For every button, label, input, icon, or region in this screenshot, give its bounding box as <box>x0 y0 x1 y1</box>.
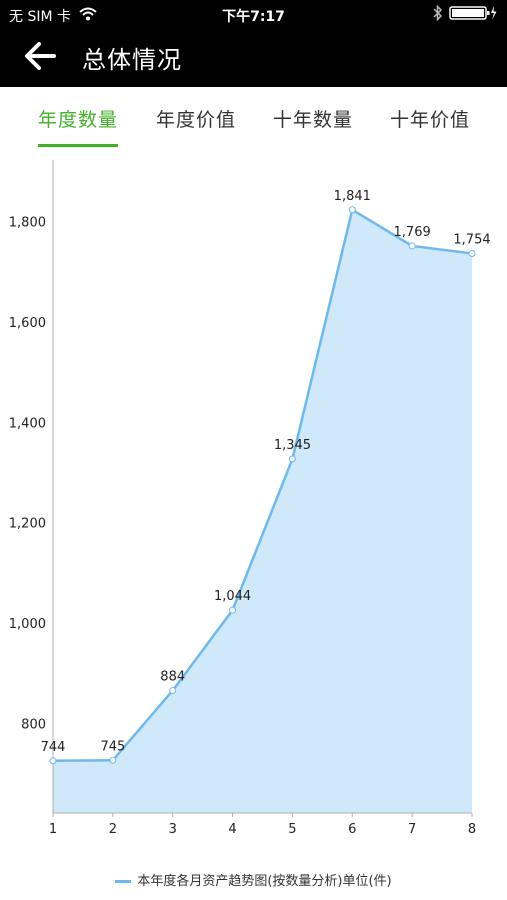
carrier-label: 无 SIM 卡 <box>9 9 71 25</box>
data-point-8 <box>468 249 476 257</box>
tab-decade-quantity[interactable]: 十年数量 <box>272 109 353 131</box>
legend-label: 本年度各月资产趋势图(按数量分析)单位(件) <box>137 874 392 889</box>
data-label-6: 1,841 <box>334 189 371 204</box>
x-tick-label: 2 <box>109 822 117 837</box>
status-time: 下午7:17 <box>222 9 285 25</box>
tab-annual-quantity[interactable]: 年度数量 <box>38 109 119 131</box>
x-tick-label: 3 <box>169 822 177 837</box>
legend-swatch <box>115 880 132 883</box>
y-tick-label: 1,000 <box>9 617 46 632</box>
active-tab-indicator <box>38 144 118 147</box>
x-tick-label: 6 <box>348 822 356 837</box>
nav-bar: 总体情况 <box>0 30 507 87</box>
arrow-left-icon <box>25 42 56 70</box>
data-label-2: 745 <box>100 739 125 754</box>
chart-legend: 本年度各月资产趋势图(按数量分析)单位(件) <box>0 870 507 889</box>
y-tick-label: 1,800 <box>9 215 46 230</box>
x-tick-label: 5 <box>288 822 296 837</box>
data-label-5: 1,345 <box>274 438 311 453</box>
data-point-6 <box>348 206 356 214</box>
tab-annual-value[interactable]: 年度价值 <box>155 109 236 131</box>
y-tick-label: 1,400 <box>9 416 46 431</box>
bluetooth-icon <box>433 4 443 25</box>
chart-canvas: 744 7458841,0441,3451,8411,7691,7548001,0… <box>9 160 491 837</box>
x-tick-label: 8 <box>468 822 476 837</box>
data-point-2 <box>109 756 117 764</box>
data-point-1 <box>49 757 57 765</box>
tab-bar: 年度数量 年度价值 十年数量 十年价值 <box>0 87 507 149</box>
series-line <box>52 208 473 763</box>
y-tick-label: 1,200 <box>9 517 46 532</box>
status-bar: 无 SIM 卡 下午7:17 <box>0 0 507 30</box>
data-label-8: 1,754 <box>453 232 490 247</box>
x-tick-label: 4 <box>228 822 236 837</box>
data-label-7: 1,769 <box>394 225 431 240</box>
data-label-1: 744 <box>41 740 66 755</box>
y-tick-label: 1,600 <box>9 316 46 331</box>
x-tick-label: 7 <box>408 822 416 837</box>
tab-decade-value[interactable]: 十年价值 <box>389 109 470 131</box>
y-tick-label: 800 <box>21 718 46 733</box>
battery-charging-icon <box>449 5 497 25</box>
asset-trend-chart: 744 745 884 1,044 1,345 1,841 1,769 1,754 800 1,0… <box>0 150 507 850</box>
data-point-4 <box>229 606 237 614</box>
x-tick-label: 1 <box>49 822 57 837</box>
data-point-3 <box>169 686 177 694</box>
data-label-3: 884 <box>160 669 185 684</box>
series-area <box>53 209 472 813</box>
data-point-7 <box>408 242 416 250</box>
top-bar: 无 SIM 卡 下午7:17 <box>0 0 507 87</box>
page-title: 总体情况 <box>82 46 182 74</box>
wifi-icon <box>79 7 97 25</box>
data-label-4: 1,044 <box>214 589 251 604</box>
data-point-5 <box>288 455 296 463</box>
back-button[interactable] <box>22 38 62 74</box>
